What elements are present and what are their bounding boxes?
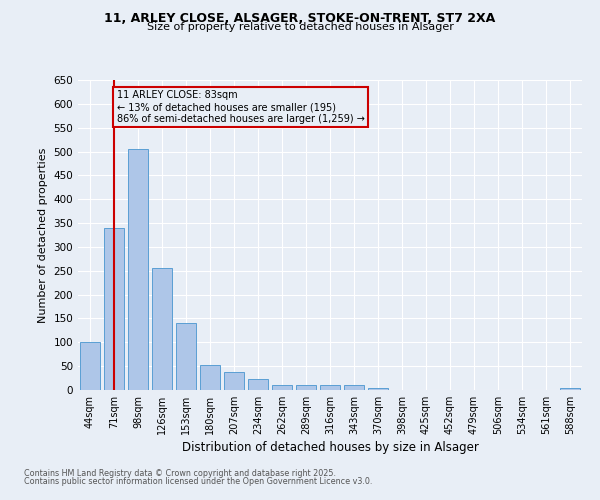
Bar	[368, 388, 388, 390]
Bar	[80, 342, 100, 390]
Bar	[176, 323, 196, 390]
Bar	[296, 385, 316, 390]
Text: 11, ARLEY CLOSE, ALSAGER, STOKE-ON-TRENT, ST7 2XA: 11, ARLEY CLOSE, ALSAGER, STOKE-ON-TRENT…	[104, 12, 496, 26]
Bar	[152, 268, 172, 390]
Bar	[224, 372, 244, 390]
Text: 11 ARLEY CLOSE: 83sqm
← 13% of detached houses are smaller (195)
86% of semi-det: 11 ARLEY CLOSE: 83sqm ← 13% of detached …	[117, 90, 365, 124]
Text: Contains HM Land Registry data © Crown copyright and database right 2025.: Contains HM Land Registry data © Crown c…	[24, 468, 336, 477]
Bar	[272, 385, 292, 390]
Text: Contains public sector information licensed under the Open Government Licence v3: Contains public sector information licen…	[24, 477, 373, 486]
Bar	[128, 149, 148, 390]
Bar	[320, 385, 340, 390]
Bar	[104, 228, 124, 390]
Bar	[560, 388, 580, 390]
Bar	[200, 364, 220, 390]
Text: Size of property relative to detached houses in Alsager: Size of property relative to detached ho…	[146, 22, 454, 32]
Y-axis label: Number of detached properties: Number of detached properties	[38, 148, 48, 322]
Bar	[248, 378, 268, 390]
Bar	[344, 385, 364, 390]
X-axis label: Distribution of detached houses by size in Alsager: Distribution of detached houses by size …	[182, 441, 478, 454]
